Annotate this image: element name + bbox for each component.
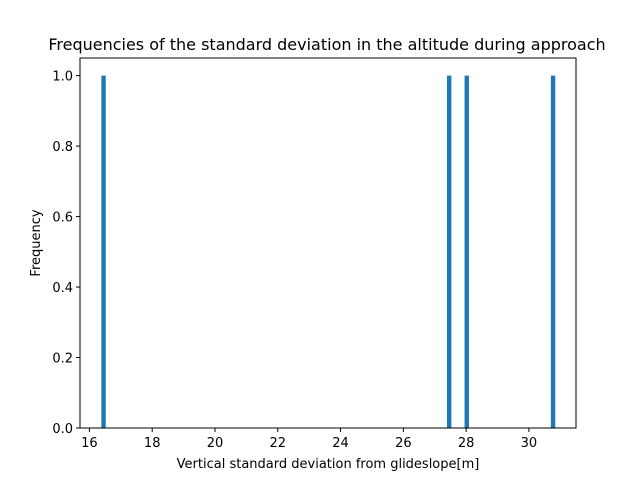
y-tick-label: 0.0 [52,422,73,437]
chart-title: Frequencies of the standard deviation in… [48,35,605,54]
x-tick-label: 26 [395,436,412,451]
histogram-bar [446,75,452,428]
x-tick-label: 16 [81,436,98,451]
histogram-bar [464,75,469,428]
bars-group [101,75,556,428]
x-tick-label: 18 [144,436,161,451]
plot-frame [79,57,577,429]
x-tick-label: 24 [332,436,349,451]
y-tick-label: 1.0 [52,70,73,85]
histogram-bar [101,75,106,428]
x-tick-label: 28 [458,436,475,451]
x-tick-label: 20 [207,436,224,451]
x-tick-label: 30 [521,436,538,451]
y-axis-label: Frequency [29,209,44,276]
histogram-bar [550,75,556,428]
x-axis-label: Vertical standard deviation from glidesl… [177,457,480,472]
y-tick-label: 0.8 [52,140,73,155]
x-axis-ticks: 16 18 20 22 24 26 28 30 [81,428,537,451]
x-tick-label: 22 [269,436,286,451]
y-tick-label: 0.2 [52,352,73,367]
y-axis-ticks: 0.0 0.2 0.4 0.6 0.8 1.0 [52,70,80,437]
y-tick-label: 0.4 [52,281,73,296]
y-tick-label: 0.6 [52,211,73,226]
